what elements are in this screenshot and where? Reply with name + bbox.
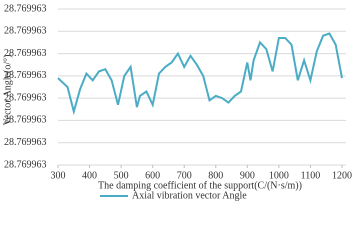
y-tick-label: 28.769963	[4, 115, 47, 126]
x-axis-title: The damping coefficient of the support(C…	[98, 180, 302, 191]
x-tick-label: 500	[114, 170, 129, 181]
x-tick-label: 1100	[301, 170, 321, 181]
y-tick-label: 28.769963	[4, 3, 47, 14]
x-tick-label: 300	[51, 170, 66, 181]
x-tick-label: 600	[145, 170, 160, 181]
x-tick-label: 800	[208, 170, 223, 181]
y-tick-label: 28.769963	[4, 48, 47, 59]
y-tick-label: 28.769963	[4, 137, 47, 148]
y-tick-label: 28.769963	[4, 159, 47, 170]
y-axis-title: Vector Angle(o/°)	[2, 55, 13, 126]
x-tick-label: 1000	[269, 170, 289, 181]
x-tick-label: 700	[177, 170, 192, 181]
y-tick-label: 28.769963	[4, 92, 47, 103]
x-tick-label: 900	[240, 170, 255, 181]
chart: Vector Angle(o/°) The damping coefficien…	[2, 3, 352, 201]
y-tick-label: 28.769963	[4, 26, 47, 37]
x-tick-label: 1200	[332, 170, 352, 181]
x-tick-label: 400	[82, 170, 97, 181]
legend-label: Axial vibration vector Angle	[132, 190, 247, 201]
data-line	[57, 32, 343, 116]
y-tick-label: 28.769963	[4, 70, 47, 81]
